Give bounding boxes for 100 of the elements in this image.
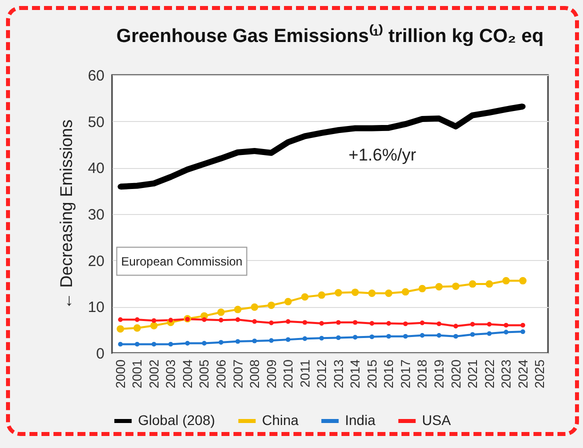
point [134, 317, 140, 322]
point [302, 320, 308, 325]
x-tick-label: 2011 [297, 360, 312, 388]
point [420, 320, 425, 326]
point [370, 321, 374, 326]
legend-label: Global (208) [138, 412, 216, 428]
legend-label: USA [422, 412, 452, 428]
point [520, 322, 526, 328]
y-tick-label: 50 [88, 114, 104, 131]
x-tick-label: 2014 [348, 360, 363, 388]
x-tick-label: 2003 [163, 360, 178, 388]
y-tick-label: 10 [88, 299, 104, 316]
point [352, 320, 358, 325]
point [217, 308, 225, 316]
x-tick-label: 2001 [130, 360, 145, 388]
y-tick-label: 40 [88, 160, 104, 178]
point [202, 340, 207, 346]
point [420, 333, 425, 338]
point [386, 321, 392, 326]
point [334, 289, 342, 296]
x-tick-label: 2013 [330, 360, 346, 388]
annotation: +1.6%/yr [348, 146, 416, 165]
point [519, 277, 527, 284]
point [268, 320, 274, 326]
point [235, 339, 240, 344]
point [351, 288, 359, 296]
annotation: European Commission [121, 254, 242, 268]
point [234, 306, 242, 314]
point [435, 283, 443, 290]
x-tick-label: 2015 [364, 360, 380, 388]
point [284, 298, 292, 306]
point [235, 317, 240, 322]
point [403, 334, 408, 339]
point [520, 329, 526, 334]
point [402, 288, 410, 296]
x-tick-label: 2020 [448, 360, 464, 388]
point [436, 321, 442, 326]
point [250, 303, 258, 311]
legend-label: China [262, 412, 299, 428]
x-tick-label: 2008 [247, 360, 262, 388]
point [319, 336, 324, 341]
x-tick-label: 2007 [230, 360, 246, 388]
x-tick-label: 2019 [432, 360, 446, 388]
point [152, 318, 156, 323]
point [453, 324, 458, 328]
x-tick-label: 2004 [180, 360, 195, 388]
point [185, 340, 190, 346]
y-tick-label: 20 [88, 252, 104, 270]
point [302, 336, 308, 341]
point [118, 317, 123, 322]
point [452, 282, 460, 290]
point [436, 333, 442, 338]
point [286, 319, 290, 324]
point [336, 320, 341, 325]
point [286, 337, 290, 342]
point [134, 342, 140, 347]
point [384, 290, 392, 297]
point [252, 319, 257, 324]
x-tick-label: 2005 [196, 360, 212, 388]
point [352, 334, 358, 340]
y-axis-title: ← Decreasing Emissions [56, 120, 76, 310]
point [403, 321, 408, 326]
point [152, 342, 156, 347]
x-tick-label: 2010 [280, 360, 296, 388]
point [202, 317, 207, 322]
point [470, 322, 475, 327]
point [453, 334, 458, 339]
x-tick-label: 2016 [381, 360, 396, 388]
point [168, 342, 174, 347]
point [168, 318, 174, 322]
point [468, 280, 476, 288]
x-tick-label: 2022 [482, 360, 497, 388]
x-tick-label: 2021 [465, 360, 480, 388]
x-tick-label: 2000 [112, 360, 128, 388]
point [218, 318, 224, 322]
point [486, 280, 494, 288]
point [504, 330, 508, 334]
point [268, 302, 276, 309]
point [370, 334, 374, 340]
point [470, 332, 475, 337]
point [319, 321, 324, 326]
x-tick-label: 2012 [314, 360, 330, 388]
y-tick-label: 0 [96, 346, 104, 362]
y-tick-label: 60 [88, 68, 104, 84]
y-tick-label: 30 [88, 206, 104, 224]
point [218, 340, 224, 345]
x-tick-label: 2002 [146, 360, 162, 388]
point [502, 277, 510, 284]
x-tick-label: 2017 [398, 360, 413, 388]
x-tick-label: 2025 [532, 360, 548, 388]
point [252, 338, 257, 344]
point [486, 331, 492, 336]
point [368, 290, 376, 297]
point [150, 322, 158, 330]
x-tick-label: 2023 [498, 360, 514, 388]
point [336, 335, 341, 340]
point [301, 293, 309, 301]
point [318, 291, 326, 299]
x-tick-label: 2009 [264, 360, 279, 388]
point [418, 284, 426, 292]
